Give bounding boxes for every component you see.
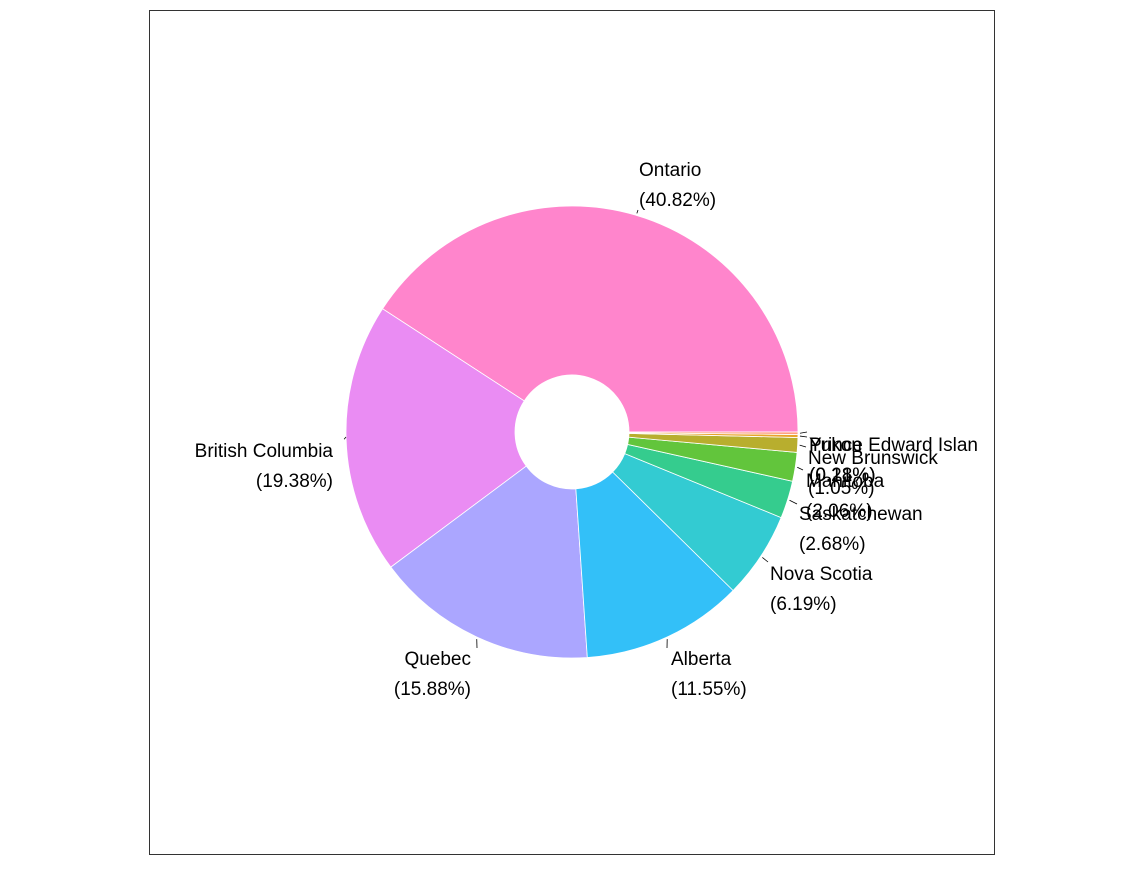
slice-label-name: Nova Scotia <box>770 564 873 585</box>
slice-label-percent: (19.38%) <box>256 471 333 492</box>
panel-border <box>150 11 995 855</box>
leader-line-prince-edward-islan <box>800 436 807 437</box>
leader-line-new-brunswick <box>800 445 806 447</box>
slice-label-name: Ontario <box>639 160 701 181</box>
slices-group <box>346 206 798 658</box>
slice-label-name: Quebec <box>404 649 471 670</box>
slice-label-name: Yukon <box>809 435 862 456</box>
slice-label-name: British Columbia <box>195 441 334 462</box>
leader-line-manitoba <box>797 467 803 470</box>
leader-line-nova-scotia <box>762 557 768 562</box>
slice-label-percent: (6.19%) <box>770 594 837 615</box>
slice-label-percent: (11.55%) <box>671 679 747 700</box>
slice-label-percent: (2.68%) <box>799 534 866 555</box>
slice-label-percent: (0.18%) <box>809 465 876 486</box>
leader-line-yukon <box>800 432 807 433</box>
slice-label-percent: (2.06%) <box>806 501 873 522</box>
leader-line-ontario <box>637 210 638 213</box>
slice-label-percent: (40.82%) <box>639 190 716 211</box>
slice-label-percent: (15.88%) <box>394 679 471 700</box>
leader-line-saskatchewan <box>790 500 797 504</box>
slice-label-name: Alberta <box>671 649 732 670</box>
